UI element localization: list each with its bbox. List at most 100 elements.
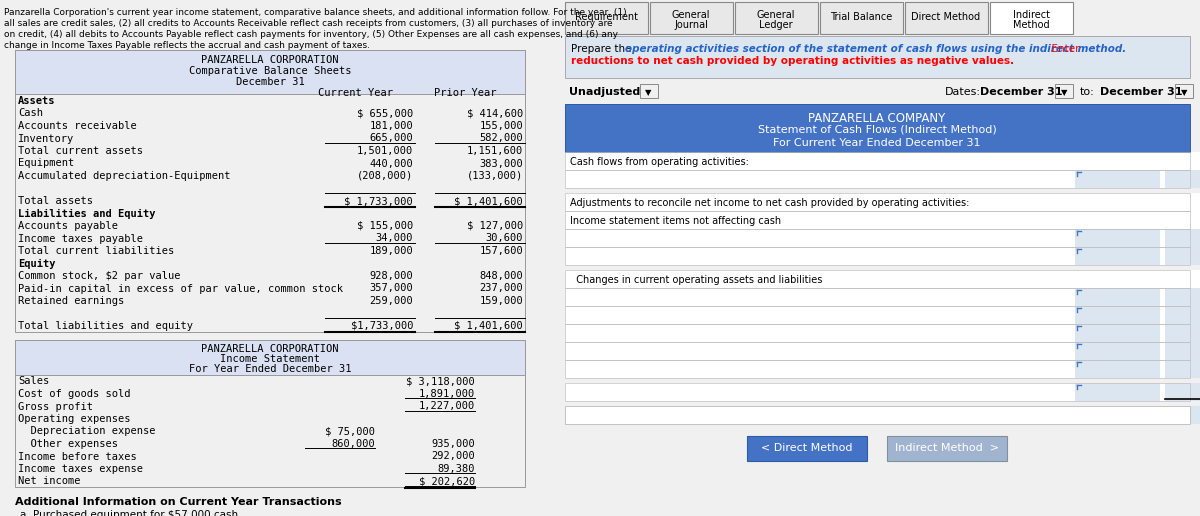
Bar	[565, 406, 1190, 424]
Bar	[1165, 383, 1200, 401]
Bar	[1165, 360, 1200, 378]
Text: Sales: Sales	[18, 377, 49, 386]
Text: $ 1,401,600: $ 1,401,600	[455, 321, 523, 331]
Text: Comparative Balance Sheets: Comparative Balance Sheets	[188, 66, 352, 76]
Bar	[565, 2, 648, 34]
Text: General: General	[757, 10, 796, 20]
Bar	[565, 360, 1190, 378]
Bar	[746, 436, 866, 461]
Text: Cost of goods sold: Cost of goods sold	[18, 389, 131, 399]
Bar	[905, 2, 988, 34]
Text: 30,600: 30,600	[486, 234, 523, 244]
Text: Income statement items not affecting cash: Income statement items not affecting cas…	[570, 216, 781, 226]
Bar	[1075, 211, 1160, 229]
Bar	[565, 406, 1200, 424]
Text: December 31: December 31	[980, 87, 1062, 97]
Text: ▼: ▼	[1061, 88, 1067, 97]
Text: < Direct Method: < Direct Method	[761, 443, 853, 453]
Bar	[565, 306, 1200, 324]
Text: 159,000: 159,000	[479, 296, 523, 306]
Text: $ 1,733,000: $ 1,733,000	[344, 196, 413, 206]
Text: For Current Year Ended December 31: For Current Year Ended December 31	[773, 138, 980, 148]
Bar	[1165, 152, 1200, 170]
Text: Indirect Method  >: Indirect Method >	[895, 443, 998, 453]
Bar	[565, 406, 1190, 424]
Text: a. Purchased equipment for $57,000 cash.: a. Purchased equipment for $57,000 cash.	[20, 510, 241, 516]
Bar	[650, 2, 733, 34]
Text: Liabilities and Equity: Liabilities and Equity	[18, 208, 156, 219]
Text: 928,000: 928,000	[370, 271, 413, 281]
Bar	[565, 270, 1200, 288]
Bar	[1075, 383, 1160, 401]
Bar	[1075, 324, 1160, 342]
Text: $ 655,000: $ 655,000	[356, 108, 413, 119]
Text: (208,000): (208,000)	[356, 171, 413, 181]
Bar	[565, 36, 1190, 78]
Bar	[1075, 152, 1160, 170]
Text: PANZARELLA CORPORATION: PANZARELLA CORPORATION	[202, 345, 338, 354]
Text: Changes in current operating assets and liabilities: Changes in current operating assets and …	[570, 275, 822, 285]
Text: change in Income Taxes Payable reflects the accrual and cash payment of taxes.: change in Income Taxes Payable reflects …	[4, 41, 370, 50]
Text: 34,000: 34,000	[376, 234, 413, 244]
Text: to:: to:	[1080, 87, 1094, 97]
Bar	[565, 342, 1190, 360]
Bar	[1165, 211, 1200, 229]
Text: 1,151,600: 1,151,600	[467, 146, 523, 156]
Bar	[1165, 324, 1200, 342]
Bar	[1075, 288, 1160, 306]
Bar	[1165, 406, 1200, 424]
Bar	[565, 104, 1190, 152]
Bar	[565, 193, 1200, 211]
Bar	[14, 340, 526, 375]
Text: 155,000: 155,000	[479, 121, 523, 131]
Bar	[1075, 342, 1160, 360]
Text: Journal: Journal	[674, 20, 708, 30]
Text: 357,000: 357,000	[370, 283, 413, 294]
Bar	[887, 436, 1007, 461]
Text: December 31: December 31	[1100, 87, 1182, 97]
Text: Assets: Assets	[18, 96, 55, 106]
Bar	[650, 2, 733, 34]
Bar	[990, 2, 1073, 34]
Text: PANZARELLA CORPORATION: PANZARELLA CORPORATION	[202, 55, 338, 65]
Text: $ 3,118,000: $ 3,118,000	[407, 377, 475, 386]
Text: Enter: Enter	[1045, 44, 1080, 54]
Text: Other expenses: Other expenses	[18, 439, 118, 449]
Text: ▼: ▼	[1181, 88, 1187, 97]
Bar	[905, 2, 988, 34]
Bar	[565, 406, 1190, 424]
Text: 860,000: 860,000	[331, 439, 374, 449]
Bar	[14, 50, 526, 94]
Text: on credit, (4) all debits to Accounts Payable reflect cash payments for inventor: on credit, (4) all debits to Accounts Pa…	[4, 30, 618, 39]
Text: reductions to net cash provided by operating activities as negative values.: reductions to net cash provided by opera…	[571, 56, 1014, 66]
Text: 1,891,000: 1,891,000	[419, 389, 475, 399]
Text: Cash flows from operating activities:: Cash flows from operating activities:	[570, 157, 749, 167]
Bar	[565, 211, 1190, 229]
Text: $ 202,620: $ 202,620	[419, 476, 475, 487]
Bar	[1075, 360, 1160, 378]
Bar	[14, 50, 526, 94]
Bar	[565, 152, 1200, 170]
Bar	[565, 211, 1200, 229]
Text: 1,227,000: 1,227,000	[419, 401, 475, 411]
Text: 665,000: 665,000	[370, 134, 413, 143]
Bar	[734, 2, 818, 34]
Text: Common stock, $2 par value: Common stock, $2 par value	[18, 271, 180, 281]
Text: 157,600: 157,600	[479, 246, 523, 256]
Bar	[565, 383, 1190, 401]
Text: Requirement: Requirement	[575, 12, 637, 22]
Text: Income taxes payable: Income taxes payable	[18, 234, 143, 244]
Bar	[1165, 247, 1200, 265]
Text: Income taxes expense: Income taxes expense	[18, 464, 143, 474]
Text: 292,000: 292,000	[431, 452, 475, 461]
Bar	[565, 360, 1200, 378]
Text: 259,000: 259,000	[370, 296, 413, 306]
Text: 582,000: 582,000	[479, 134, 523, 143]
Bar	[14, 340, 526, 487]
Text: Unadjusted: Unadjusted	[569, 87, 641, 97]
Bar	[565, 247, 1190, 265]
Text: Method: Method	[1013, 20, 1049, 30]
Text: $1,733,000: $1,733,000	[350, 321, 413, 331]
Bar	[565, 270, 1190, 288]
Text: ▼: ▼	[644, 88, 652, 97]
